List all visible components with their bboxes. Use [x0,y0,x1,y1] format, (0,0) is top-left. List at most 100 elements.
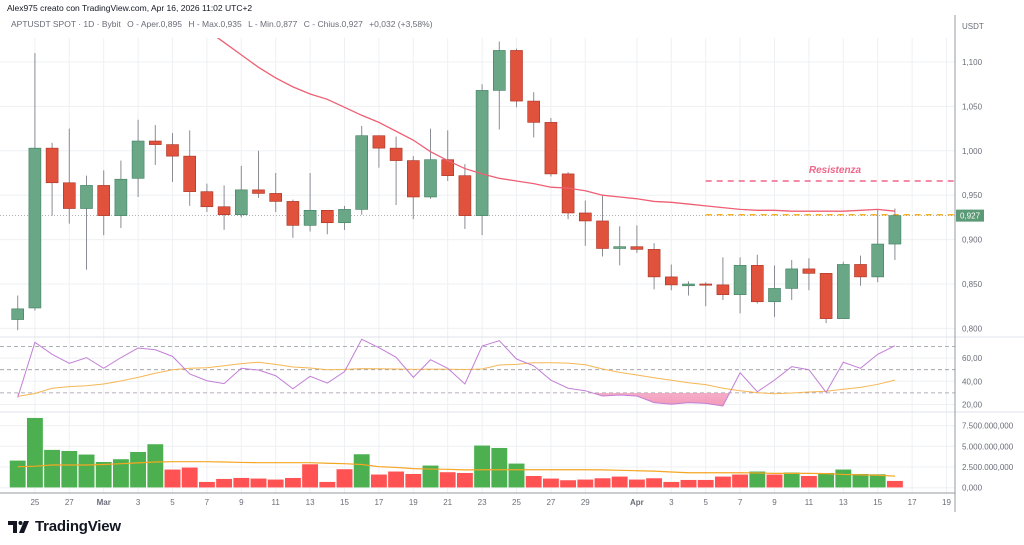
volume-bar [60,450,78,488]
candle [854,255,867,286]
x-tick-label: 11 [272,498,281,507]
volume-bar [869,473,887,488]
candle [802,258,816,291]
x-tick-label: 5 [170,498,175,507]
volume-bar [662,481,680,488]
rsi-line [17,338,896,407]
candle-body [458,175,472,216]
volume-bar [490,447,508,488]
candle-body [252,189,265,194]
candle-body [544,122,558,175]
candle [630,225,644,253]
volume-bar [112,458,130,488]
candle [45,142,59,216]
x-tick-label: 21 [443,498,452,507]
volume-bar [250,478,267,488]
volume-bar [95,461,113,488]
candle [235,165,248,218]
price-tick-label: 1,000 [962,147,983,156]
symbol-info[interactable]: APTUSDT SPOT · 1D · Bybit [11,19,121,29]
chart-credit: Alex975 creato con TradingView.com, Apr … [7,3,253,13]
volume-tick-label: 5.000.000,000 [962,442,1014,451]
rsi-tick-label: 40,00 [962,377,983,386]
candle-body [62,182,76,209]
volume-bar [318,481,336,488]
candle [441,130,455,181]
x-tick-label: 23 [478,498,487,507]
candle [269,173,283,213]
x-tick-label: 25 [512,498,521,507]
candle-body [372,135,386,149]
x-tick-label: 19 [942,498,951,507]
candle [458,164,472,229]
change-value: +0,032 (+3,58%) [369,19,433,29]
open-value: O - Aper.0,895 [127,19,182,29]
x-tick-label: 13 [306,498,315,507]
candle [716,257,730,300]
rsi-tick-label: 60,00 [962,354,983,363]
volume-bar [714,476,732,488]
volume-bar [78,454,95,488]
volume-bar [456,472,474,488]
candle [252,150,265,198]
x-tick-label: 5 [703,498,708,507]
volume-tick-label: 0,000 [962,484,983,493]
volume-bar [800,475,818,488]
candle [888,208,902,261]
volume-bar [576,479,594,488]
volume-bar [164,469,181,488]
volume-bar [886,480,904,488]
candle-body [510,50,523,102]
candle-body [355,135,369,210]
volume-bar [439,471,457,488]
volume-pane [9,417,904,488]
price-tick-label: 0,850 [962,280,983,289]
x-tick-label: 3 [136,498,141,507]
candle-body [97,185,110,216]
volume-bar [301,463,319,488]
candle-body [768,288,781,303]
candle-body [802,268,816,274]
candle-body [441,159,455,176]
candle [183,130,196,206]
axes: 25 27 Mar 3 5 7 9 11 13 15 17 19 21 23 25 27 29 Apr 3 5 7 9 11… [30,58,1013,507]
candle-body [200,191,214,208]
volume-bar [783,472,801,488]
candle [303,173,317,232]
volume-bar [508,463,525,488]
candle [406,156,420,220]
x-tick-label: 17 [908,498,917,507]
candle [11,295,24,331]
candle-body [475,90,489,216]
candle [733,257,747,314]
volume-bar [370,474,388,488]
candle-body [149,140,162,145]
x-tick-label: 11 [805,498,814,507]
high-value: H - Max.0,935 [188,19,242,29]
candle [527,92,541,138]
volume-ma-line [17,461,895,477]
candle [785,260,799,300]
candle-body [888,215,902,245]
candle [682,281,695,296]
candle-body [699,283,713,286]
moving-average-line [216,38,895,212]
candle-body [166,144,179,157]
candle [561,172,575,220]
tradingview-logo[interactable]: TradingView [8,518,121,535]
volume-tick-label: 7.500.000,000 [962,422,1014,431]
candle-body [338,209,351,224]
candle [819,273,833,324]
candle-body [389,147,403,161]
candle-body [871,243,885,278]
candle-body [424,159,437,198]
volume-bar [766,474,783,488]
candle-body [819,273,833,319]
candle-body [28,147,42,309]
candle [114,160,128,229]
candle [836,261,850,319]
x-tick-label: 9 [772,498,777,507]
candle [475,84,489,236]
volume-bar [594,477,611,488]
